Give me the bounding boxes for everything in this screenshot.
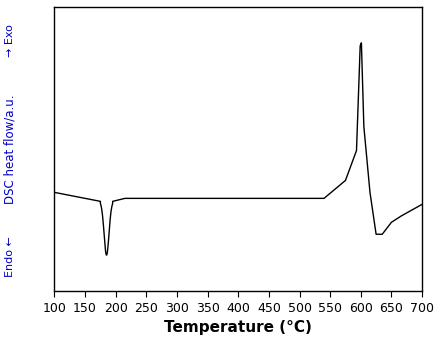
X-axis label: Temperature (°C): Temperature (°C) [164,320,312,335]
Text: → Exo: → Exo [5,25,15,57]
Text: Endo ←: Endo ← [5,237,15,277]
Text: DSC heat flow/a.u.: DSC heat flow/a.u. [4,94,17,204]
